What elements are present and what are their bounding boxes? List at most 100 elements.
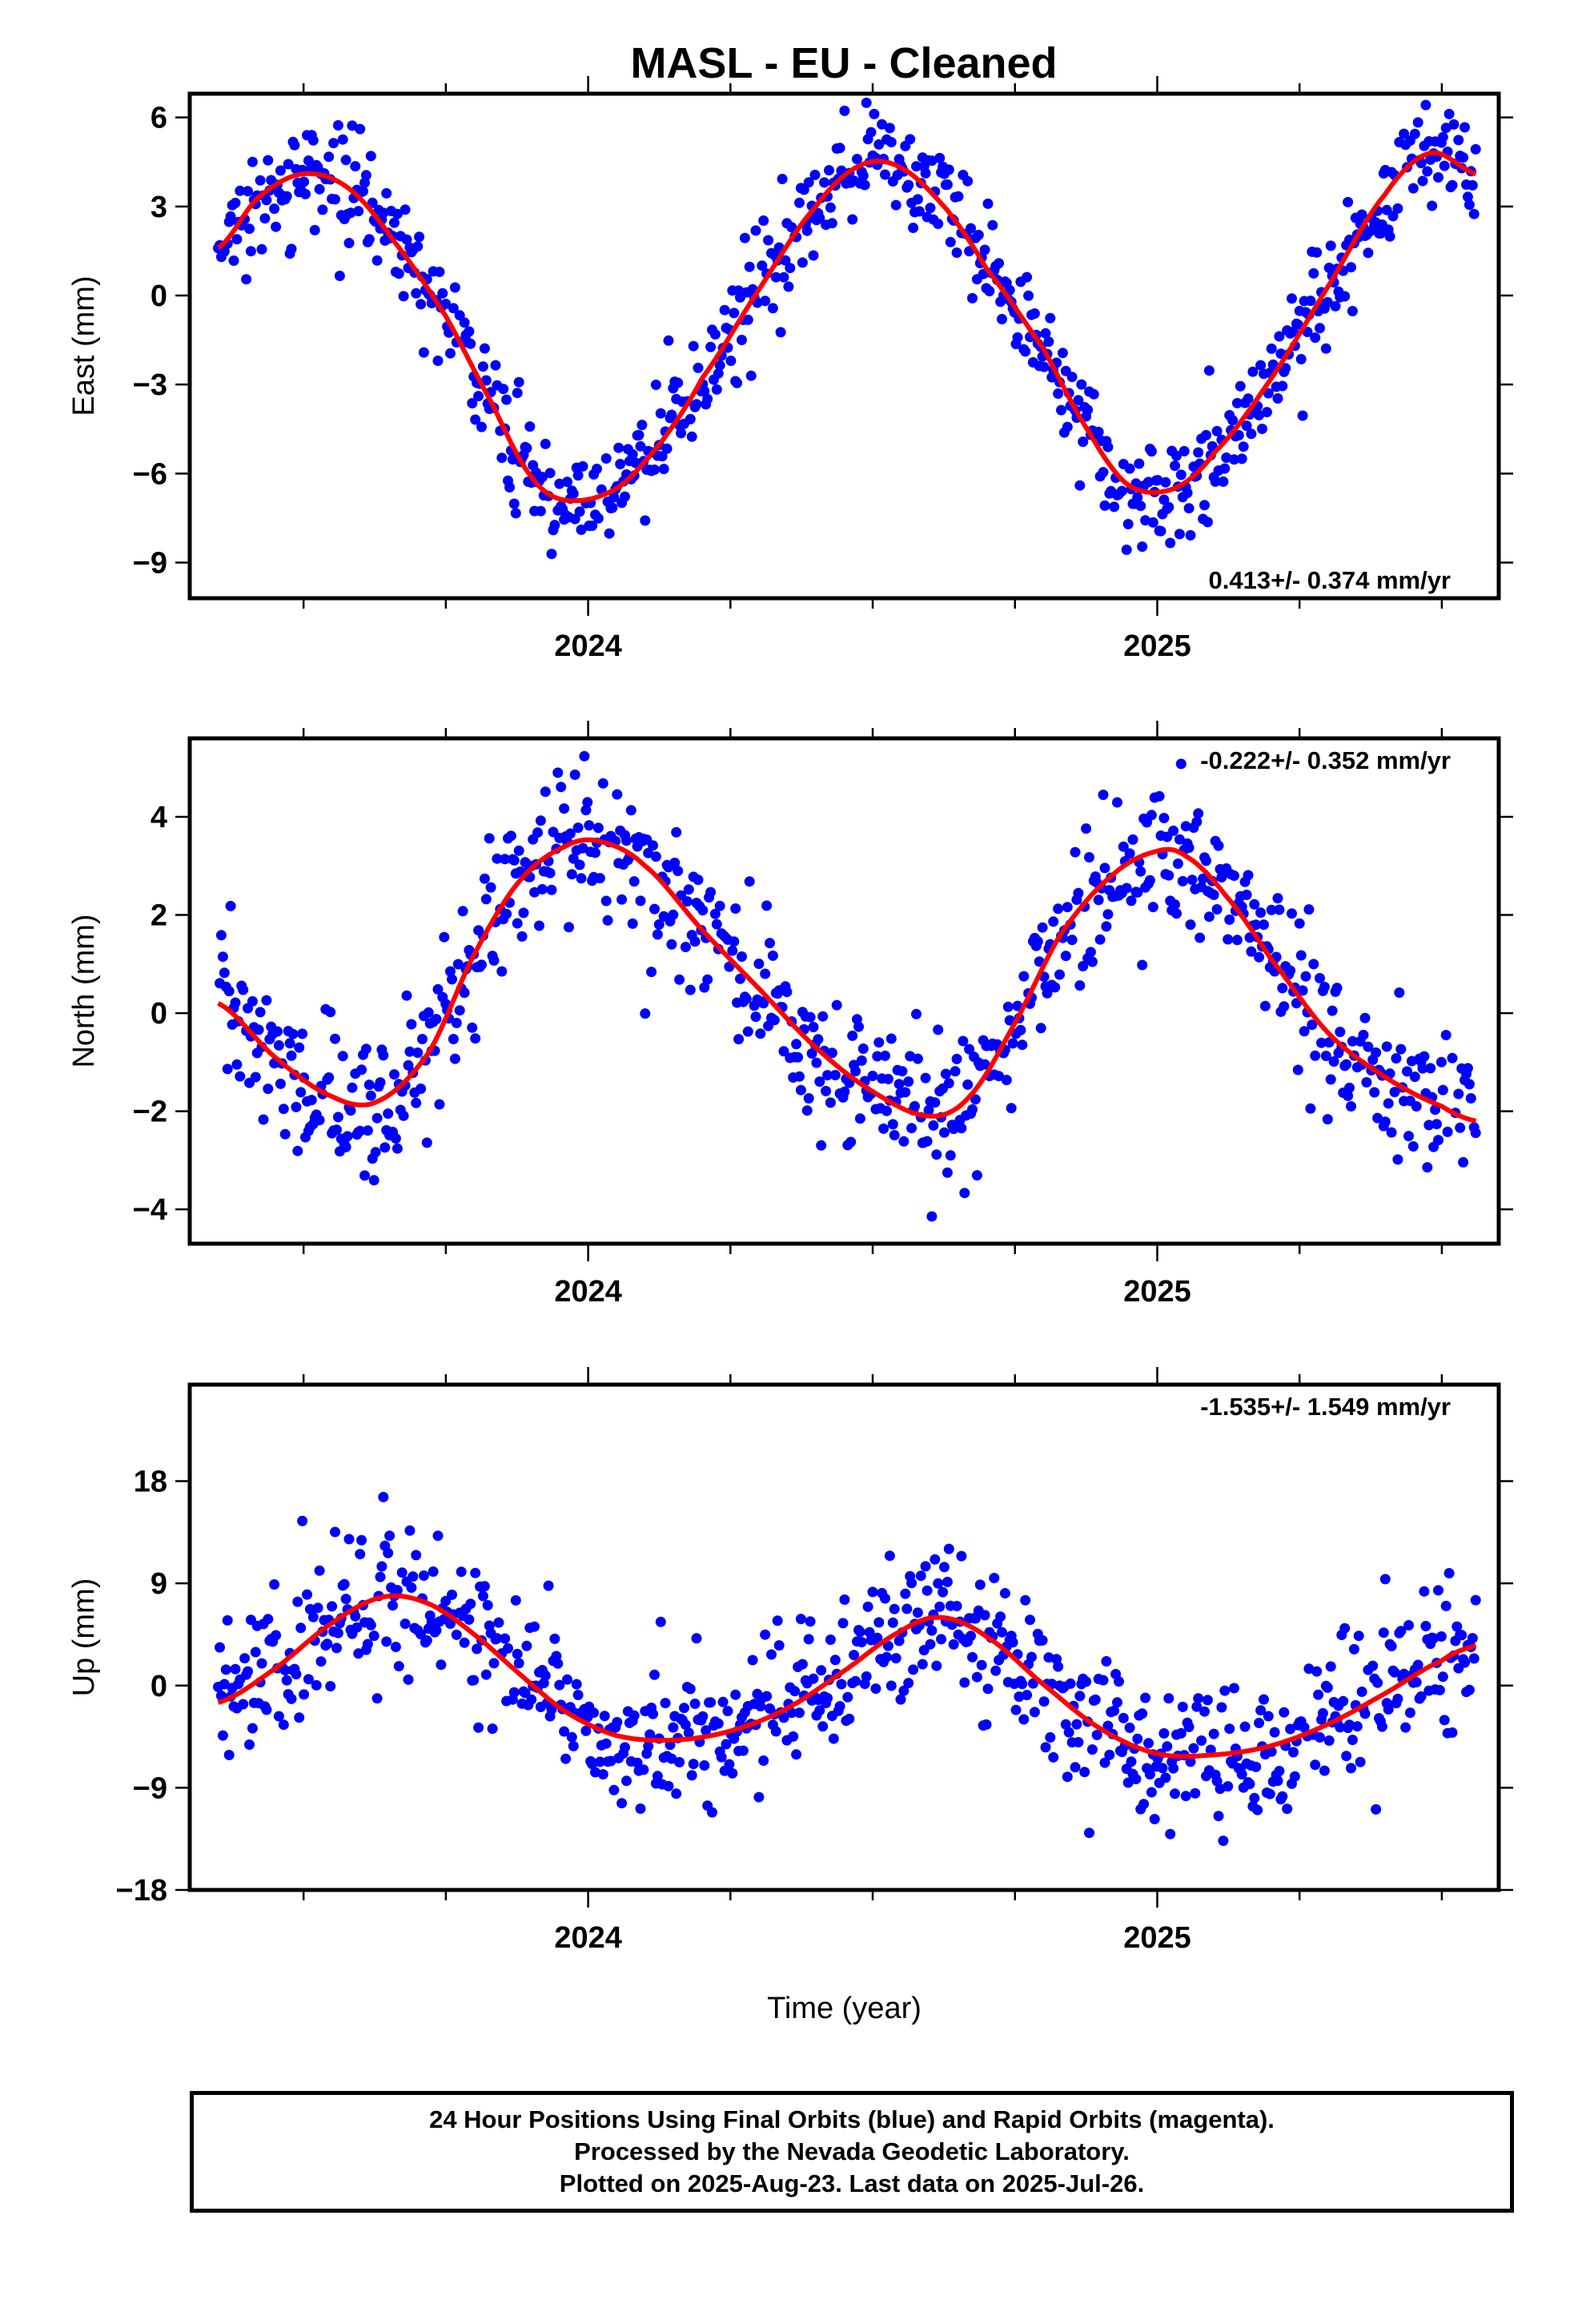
data-point bbox=[244, 1739, 255, 1750]
data-point bbox=[844, 1713, 855, 1724]
data-point bbox=[291, 1669, 302, 1680]
data-point bbox=[311, 1679, 322, 1691]
data-point bbox=[943, 1078, 954, 1089]
data-point bbox=[628, 1710, 640, 1721]
data-point bbox=[1073, 887, 1084, 899]
data-point bbox=[1440, 1600, 1452, 1611]
data-point bbox=[666, 1753, 677, 1764]
data-point bbox=[315, 1656, 327, 1667]
data-point bbox=[869, 108, 880, 119]
data-point bbox=[813, 1034, 824, 1045]
data-point bbox=[940, 1068, 951, 1080]
data-point bbox=[1158, 1728, 1170, 1739]
data-point bbox=[767, 303, 778, 314]
data-point bbox=[653, 919, 665, 930]
data-point bbox=[864, 1626, 875, 1638]
y-tick-label: 0 bbox=[151, 997, 167, 1031]
data-point bbox=[849, 1650, 860, 1661]
data-point bbox=[990, 1665, 1002, 1676]
data-point bbox=[1146, 1787, 1157, 1798]
data-point bbox=[482, 1600, 493, 1610]
data-point bbox=[934, 1601, 946, 1612]
y-tick-label: −4 bbox=[133, 1193, 167, 1227]
data-point bbox=[1402, 1066, 1412, 1077]
data-point bbox=[658, 464, 669, 475]
data-point bbox=[1467, 1633, 1478, 1644]
data-point bbox=[520, 1687, 531, 1699]
data-point bbox=[238, 984, 249, 995]
data-point bbox=[334, 271, 345, 281]
data-point bbox=[418, 347, 429, 358]
data-point bbox=[259, 213, 271, 224]
data-point bbox=[735, 973, 745, 984]
data-point bbox=[1303, 1663, 1315, 1675]
data-point bbox=[536, 472, 548, 483]
data-point bbox=[829, 1655, 841, 1666]
data-point bbox=[1400, 1722, 1411, 1733]
data-point bbox=[1213, 1811, 1224, 1822]
y-axis-label: Up (mm) bbox=[67, 1578, 101, 1697]
data-point bbox=[1409, 1072, 1420, 1083]
data-point bbox=[600, 453, 612, 464]
data-point bbox=[330, 194, 340, 205]
data-point bbox=[543, 1580, 554, 1591]
data-point bbox=[741, 993, 752, 1004]
data-point bbox=[568, 489, 579, 499]
data-point bbox=[663, 1780, 674, 1791]
data-point bbox=[1313, 1689, 1324, 1700]
data-point bbox=[903, 179, 914, 191]
data-point bbox=[638, 1764, 649, 1775]
data-point bbox=[680, 1719, 691, 1731]
data-point bbox=[590, 1767, 600, 1778]
data-point bbox=[666, 939, 677, 950]
data-point bbox=[331, 1642, 342, 1654]
data-point bbox=[936, 1634, 947, 1645]
data-point bbox=[808, 1022, 819, 1032]
data-point bbox=[291, 1101, 302, 1112]
data-point bbox=[1158, 813, 1170, 823]
data-point bbox=[933, 1578, 944, 1589]
data-point bbox=[1341, 1059, 1352, 1070]
data-point bbox=[711, 919, 722, 930]
data-point bbox=[1007, 1637, 1018, 1648]
data-point bbox=[448, 1034, 459, 1044]
data-point bbox=[365, 1619, 376, 1630]
data-point bbox=[803, 177, 814, 188]
data-point bbox=[613, 442, 624, 453]
data-point bbox=[1277, 380, 1288, 392]
data-point bbox=[1417, 1063, 1428, 1074]
data-point bbox=[1185, 529, 1196, 541]
data-point bbox=[801, 225, 813, 236]
data-point bbox=[795, 1084, 806, 1096]
data-point bbox=[753, 1791, 765, 1803]
data-point bbox=[1431, 1119, 1442, 1130]
data-point bbox=[873, 1037, 885, 1048]
data-point bbox=[223, 986, 235, 997]
data-point bbox=[408, 1571, 419, 1582]
data-point bbox=[350, 161, 361, 172]
data-point bbox=[1135, 501, 1146, 512]
data-point bbox=[378, 1491, 389, 1502]
data-point bbox=[702, 974, 713, 985]
data-point bbox=[621, 1775, 632, 1787]
data-point bbox=[1137, 541, 1148, 553]
data-point bbox=[487, 1723, 498, 1735]
data-point bbox=[640, 1008, 651, 1019]
panel-up: −18 −9 0 9 18 2024 2025 Up (mm) Time (year) -1.53… bbox=[67, 1367, 1513, 2025]
data-point bbox=[235, 1071, 246, 1082]
data-point bbox=[1122, 519, 1134, 529]
data-point bbox=[476, 421, 487, 432]
data-point bbox=[1440, 123, 1452, 134]
data-point bbox=[1254, 951, 1265, 963]
data-point bbox=[967, 1651, 978, 1663]
data-point bbox=[884, 123, 895, 134]
data-point bbox=[230, 997, 241, 1008]
data-point bbox=[1272, 893, 1283, 904]
data-point bbox=[1236, 453, 1247, 464]
data-point bbox=[1205, 1744, 1216, 1755]
data-point bbox=[451, 1017, 462, 1028]
data-point bbox=[467, 398, 478, 408]
data-point bbox=[496, 966, 508, 977]
data-point bbox=[643, 847, 654, 858]
data-point bbox=[717, 1696, 729, 1707]
